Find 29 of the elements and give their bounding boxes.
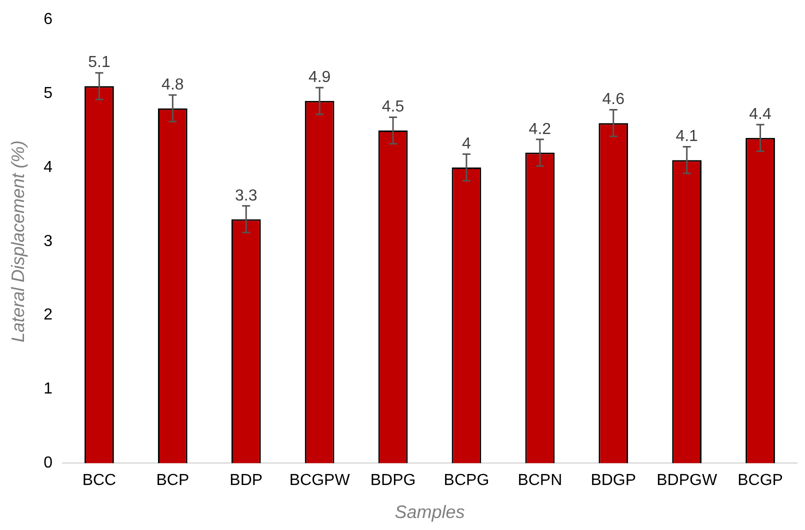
y-tick-label: 1 — [44, 380, 53, 398]
x-tick-label: BCP — [156, 472, 190, 490]
y-tick-label: 5 — [44, 84, 53, 102]
y-tick-label: 6 — [44, 11, 53, 28]
x-tick-label: BCC — [82, 472, 116, 490]
x-tick-label: BDGP — [590, 472, 636, 490]
x-tick-label: BDPG — [370, 472, 416, 490]
data-label: 5.1 — [88, 54, 110, 72]
x-tick-label: BDP — [230, 472, 263, 490]
y-axis-title: Lateral Displacement (%) — [8, 140, 28, 342]
x-axis-title: Samples — [394, 502, 465, 522]
y-tick-label: 3 — [44, 232, 53, 250]
data-label: 4.6 — [602, 91, 625, 108]
data-label: 4.5 — [382, 98, 404, 116]
x-tick-label: BCGPW — [289, 472, 351, 490]
data-label: 4.9 — [308, 69, 331, 86]
y-tick-label: 4 — [44, 158, 53, 176]
x-tick-label: BCGP — [738, 472, 783, 490]
x-tick-label: BCPG — [444, 472, 490, 490]
y-tick-label: 0 — [44, 454, 53, 472]
data-label: 4.2 — [528, 120, 552, 138]
y-tick-label: 2 — [44, 306, 53, 324]
data-label: 4 — [462, 136, 472, 153]
x-tick-label: BCPN — [518, 472, 562, 490]
data-label: 4.8 — [162, 76, 184, 94]
data-label: 3.3 — [235, 187, 258, 204]
data-label: 4.1 — [676, 128, 698, 146]
data-label: 4.4 — [749, 106, 772, 123]
x-tick-label: BDPGW — [656, 472, 718, 490]
